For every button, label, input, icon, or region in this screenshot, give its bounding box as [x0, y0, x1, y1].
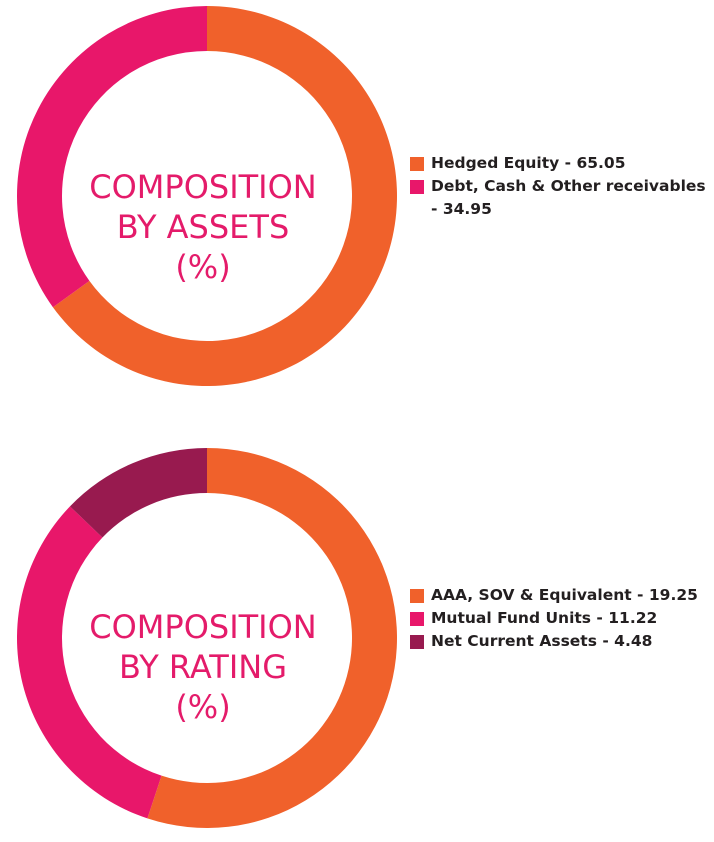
legend-item-mutual-fund-units: Mutual Fund Units - 11.22	[410, 607, 710, 630]
legend-label: Debt, Cash & Other receivables - 34.95	[431, 177, 706, 218]
legend-item-net-current-assets: Net Current Assets - 4.48	[410, 630, 710, 653]
legend-swatch	[410, 589, 424, 603]
assets-donut: COMPOSITION BY ASSETS (%)	[16, 6, 397, 386]
composition-by-rating-chart: COMPOSITION BY RATING (%) AAA, SOV & Equ…	[0, 442, 714, 842]
assets-slices	[16, 6, 397, 386]
legend-swatch	[410, 180, 424, 194]
slice-net-current-assets	[69, 448, 207, 538]
rating-legend: AAA, SOV & Equivalent - 19.25 Mutual Fun…	[410, 584, 710, 653]
assets-center-title-line2: BY ASSETS	[117, 208, 290, 246]
assets-center-title-line1: COMPOSITION	[89, 168, 316, 206]
assets-legend: Hedged Equity - 65.05 Debt, Cash & Other…	[410, 152, 710, 221]
rating-donut: COMPOSITION BY RATING (%)	[16, 448, 397, 828]
legend-swatch	[410, 612, 424, 626]
slice-aaa-sov-equivalent	[147, 448, 397, 828]
legend-item-debt-cash: Debt, Cash & Other receivables - 34.95	[410, 175, 710, 221]
legend-label: Mutual Fund Units - 11.22	[431, 609, 658, 627]
legend-label: AAA, SOV & Equivalent - 19.25	[431, 586, 698, 604]
rating-center-title-line1: COMPOSITION	[89, 608, 316, 646]
legend-item-aaa-sov: AAA, SOV & Equivalent - 19.25	[410, 584, 710, 607]
slice-mutual-fund-units	[16, 506, 162, 819]
rating-center-title-line3: (%)	[175, 688, 230, 726]
legend-label: Net Current Assets - 4.48	[431, 632, 653, 650]
legend-swatch	[410, 157, 424, 171]
legend-swatch	[410, 635, 424, 649]
composition-by-assets-chart: COMPOSITION BY ASSETS (%) Hedged Equity …	[0, 0, 714, 400]
rating-center-title-line2: BY RATING	[119, 648, 287, 686]
slice-debt-cash-other-receivables	[16, 6, 207, 308]
rating-slices	[16, 448, 397, 828]
assets-center-title-line3: (%)	[175, 248, 230, 286]
legend-item-hedged-equity: Hedged Equity - 65.05	[410, 152, 710, 175]
legend-label: Hedged Equity - 65.05	[431, 154, 626, 172]
